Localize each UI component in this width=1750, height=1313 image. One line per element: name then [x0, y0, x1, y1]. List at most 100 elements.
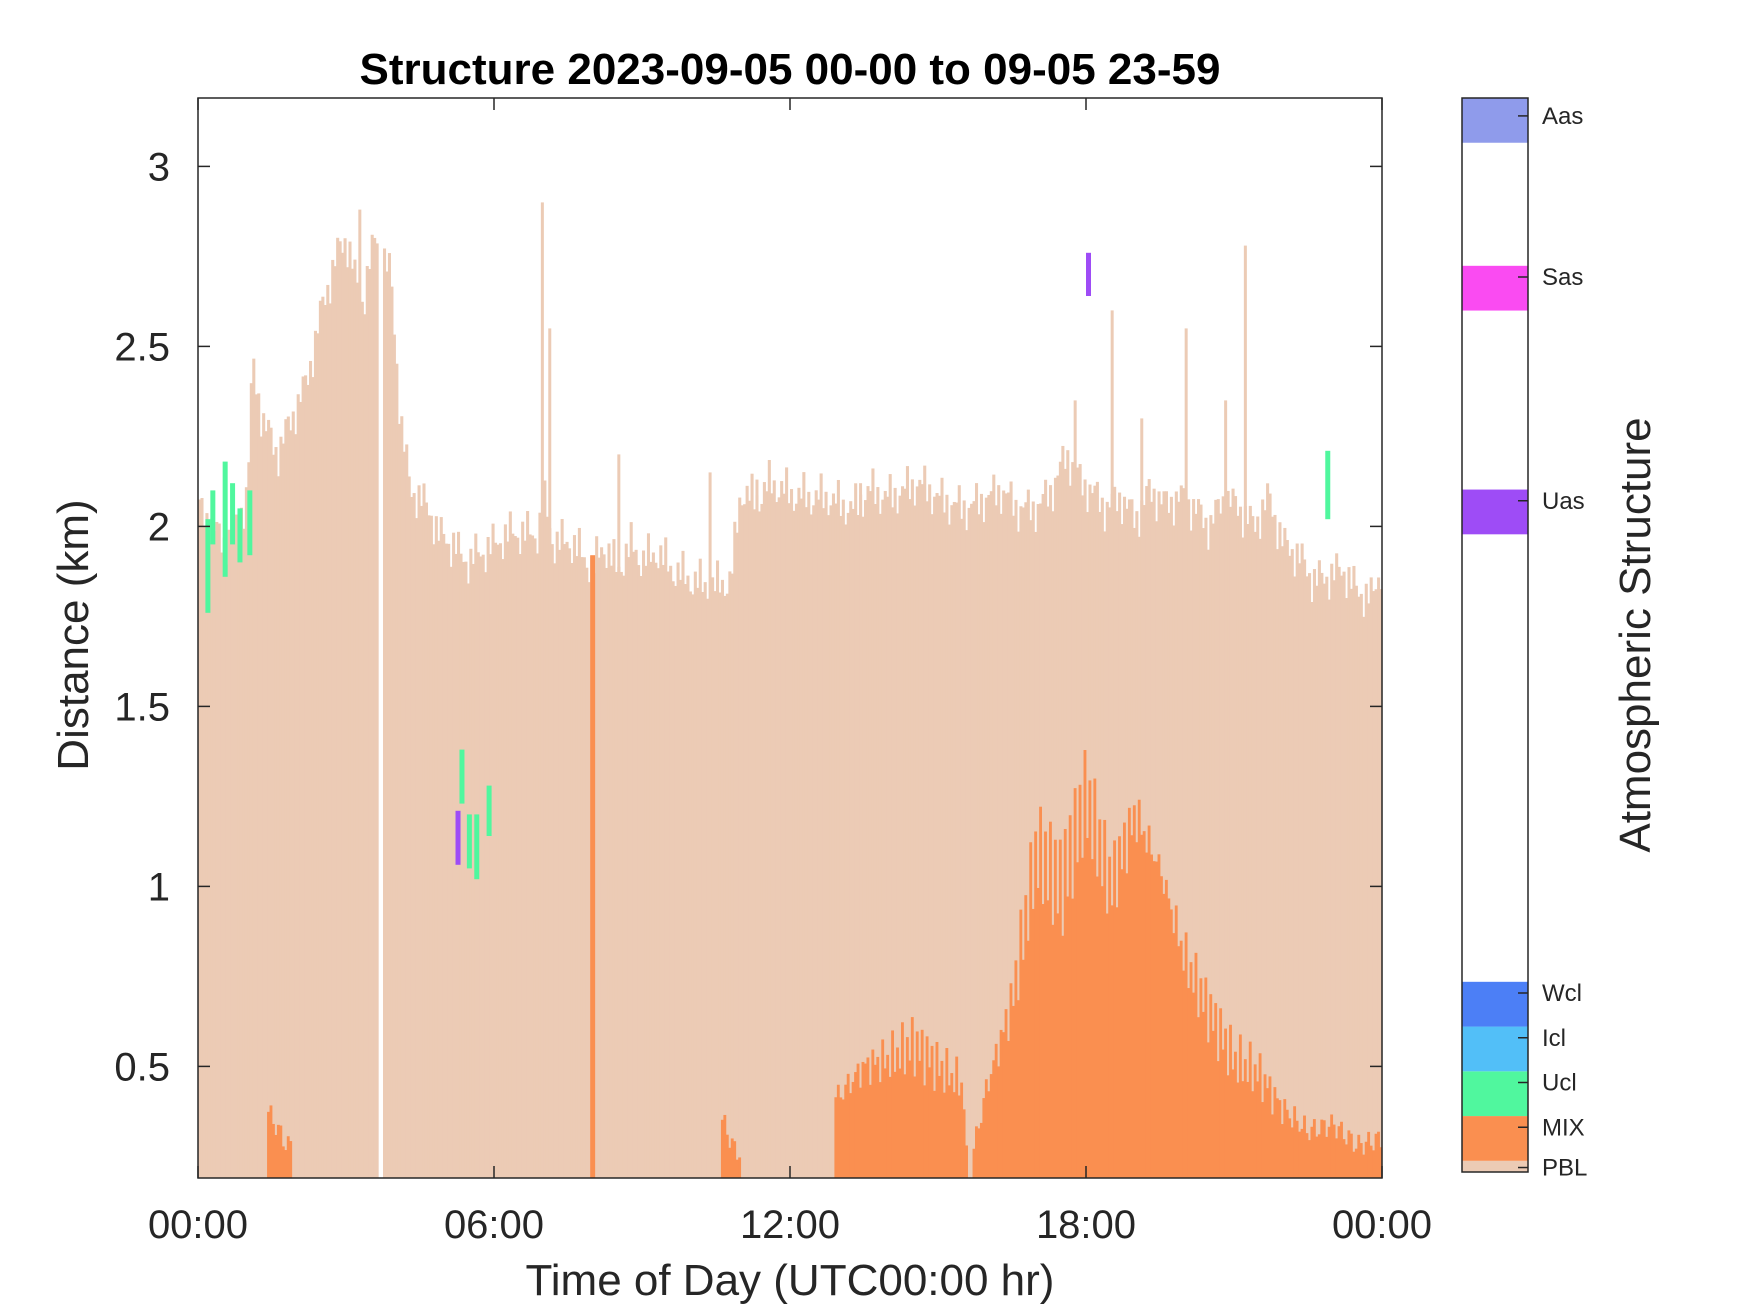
pbl-column: [286, 416, 290, 1179]
mix-column: [1145, 852, 1149, 1178]
pbl-column: [920, 484, 924, 1178]
pbl-column: [807, 491, 811, 1178]
mix-column: [1039, 806, 1042, 1178]
pbl-column: [1285, 540, 1289, 1178]
pbl-column: [496, 544, 500, 1178]
pbl-column: [777, 497, 781, 1178]
pbl-column: [701, 591, 705, 1178]
pbl-column: [464, 561, 468, 1178]
pbl-column: [1308, 573, 1312, 1178]
mix-column: [1209, 994, 1213, 1178]
mix-column: [1174, 905, 1178, 1178]
pbl-column: [535, 553, 539, 1178]
pbl-column: [1076, 467, 1080, 1179]
mix-column: [1142, 831, 1146, 1178]
mix-column: [997, 1066, 1001, 1178]
mix-column: [1004, 1009, 1008, 1178]
colorbar-swatch-pbl: [1462, 1160, 1528, 1172]
pbl-column: [449, 566, 453, 1178]
mix-column: [272, 1123, 275, 1178]
mix-column: [935, 1041, 939, 1178]
mix-column: [1236, 1082, 1240, 1178]
mix-column: [984, 1079, 988, 1178]
y-tick-label: 1: [148, 865, 170, 909]
mix-column: [1053, 839, 1057, 1178]
pbl-column: [212, 531, 216, 1178]
pbl-column: [230, 536, 234, 1178]
mix-column: [1377, 1131, 1380, 1178]
pbl-column: [804, 507, 808, 1178]
pbl-column: [392, 334, 396, 1178]
pbl-column: [634, 549, 638, 1178]
mix-column: [286, 1136, 290, 1178]
mix-column: [1162, 893, 1166, 1178]
pbl-column: [878, 513, 882, 1178]
mix-column: [1241, 1081, 1245, 1178]
pbl-column: [341, 252, 345, 1179]
pbl-column: [923, 465, 927, 1178]
pbl-column: [656, 568, 660, 1178]
pbl-column: [962, 500, 966, 1179]
pbl-column: [1354, 585, 1358, 1178]
pbl-column: [1164, 491, 1168, 1178]
pbl-column: [1288, 555, 1292, 1178]
pbl-column: [575, 556, 579, 1178]
mix-column: [1002, 1032, 1005, 1178]
pbl-column: [762, 482, 766, 1178]
mix-column: [1288, 1118, 1292, 1178]
y-tick-label: 1.5: [114, 685, 170, 729]
pbl-column: [881, 499, 885, 1179]
pbl-column: [301, 376, 305, 1178]
pbl-column: [1053, 477, 1057, 1178]
pbl-column: [760, 503, 764, 1179]
mix-column: [1147, 825, 1151, 1178]
pbl-column: [1120, 524, 1124, 1178]
pbl-column: [831, 493, 835, 1178]
cloud-aerosol-layer: [205, 252, 1331, 880]
mix-column: [878, 1082, 882, 1178]
pbl-column: [383, 248, 387, 1178]
pbl-column: [1157, 491, 1161, 1178]
pbl-column: [891, 507, 895, 1178]
mix-layer: [267, 555, 1383, 1178]
mix-column: [1026, 940, 1030, 1178]
pbl-column: [412, 493, 416, 1179]
pbl-column: [318, 300, 322, 1178]
colorbar-label-mix: MIX: [1542, 1114, 1585, 1141]
pbl-column: [405, 444, 409, 1178]
mix-column: [590, 555, 596, 1178]
colorbar-label-ucl: Ucl: [1542, 1070, 1577, 1097]
mix-column: [876, 1056, 880, 1178]
pbl-column: [326, 284, 330, 1178]
pbl-column: [291, 411, 295, 1179]
pbl-column: [1278, 522, 1282, 1178]
colorbar-label: Atmospheric Structure: [1611, 417, 1660, 852]
pbl-column: [928, 484, 932, 1178]
pbl-column: [856, 515, 860, 1178]
pbl-column: [254, 394, 258, 1178]
segment-ucl: [210, 490, 216, 545]
mix-column: [1340, 1121, 1343, 1178]
pbl-column: [915, 486, 919, 1179]
pbl-column: [664, 537, 668, 1178]
pbl-column: [782, 493, 786, 1178]
pbl-column: [671, 581, 675, 1178]
pbl-column: [669, 565, 673, 1178]
pbl-column: [1046, 506, 1050, 1178]
chart-title: Structure 2023-09-05 00-00 to 09-05 23-5…: [360, 45, 1221, 94]
pbl-column: [313, 330, 317, 1178]
colorbar-label-uas: Uas: [1542, 488, 1585, 515]
pbl-column: [582, 557, 586, 1178]
pbl-column: [1199, 504, 1203, 1179]
pbl-column: [718, 592, 722, 1178]
pbl-column: [1187, 499, 1191, 1178]
pbl-column: [257, 393, 261, 1178]
pbl-column: [1268, 493, 1272, 1178]
pbl-column: [864, 500, 868, 1178]
pbl-column: [513, 536, 517, 1178]
mix-column: [1081, 857, 1084, 1178]
pbl-column: [1026, 489, 1030, 1178]
pbl-column: [333, 266, 337, 1178]
pbl-column: [1357, 596, 1361, 1178]
pbl-column: [1320, 572, 1324, 1178]
